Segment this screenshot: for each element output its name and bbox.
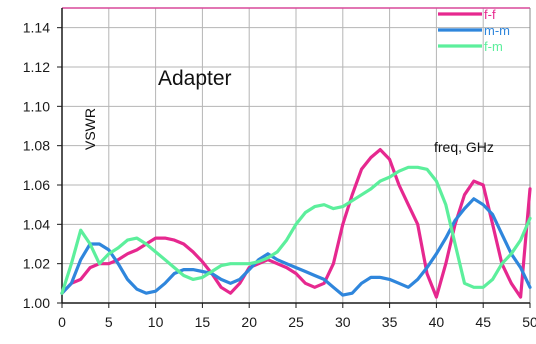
x-tick-label-35: 35 <box>382 314 398 330</box>
x-tick-label-40: 40 <box>429 314 445 330</box>
y-tick-label-1.08: 1.08 <box>23 138 50 154</box>
y-tick-label-1.06: 1.06 <box>23 177 50 193</box>
x-tick-label-0: 0 <box>58 314 66 330</box>
x-tick-label-10: 10 <box>148 314 164 330</box>
chart-title: Adapter <box>158 67 232 90</box>
y-tick-label-1.00: 1.00 <box>23 295 50 311</box>
x-tick-label-20: 20 <box>241 314 257 330</box>
legend-label-f-f: f-f <box>484 7 496 22</box>
x-tick-label-15: 15 <box>195 314 211 330</box>
x-tick-label-30: 30 <box>335 314 351 330</box>
y-tick-label-1.12: 1.12 <box>23 59 50 75</box>
x-axis-label: freq, GHz <box>434 139 494 155</box>
legend: f-fm-mf-m <box>438 7 510 54</box>
x-tick-label-5: 5 <box>105 314 113 330</box>
x-tick-label-25: 25 <box>288 314 304 330</box>
legend-label-f-m: f-m <box>484 39 503 54</box>
y-tick-label-1.02: 1.02 <box>23 256 50 272</box>
y-axis-label: VSWR <box>82 108 98 150</box>
y-tick-label-1.14: 1.14 <box>23 20 50 36</box>
x-tick-label-45: 45 <box>475 314 491 330</box>
y-tick-label-1.10: 1.10 <box>23 98 50 114</box>
x-tick-label-50: 50 <box>522 314 536 330</box>
series-line-f-m <box>60 165 532 295</box>
series-layer <box>60 148 532 299</box>
y-tick-label-1.04: 1.04 <box>23 216 50 232</box>
axis-layer: 0 5 10 15 20 25 30 35 40 45 50 1.00 1.02 1.04 1.06 1.08… <box>23 7 536 330</box>
legend-label-m-m: m-m <box>484 23 510 38</box>
